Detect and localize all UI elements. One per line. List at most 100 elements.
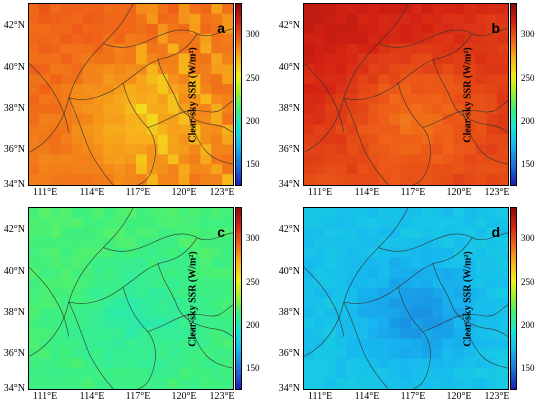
y-tick-label: 38°N — [278, 103, 300, 114]
province-boundary-line — [378, 232, 508, 252]
panel-label: b — [491, 20, 500, 36]
province-boundary-line — [122, 287, 156, 389]
colorbar-tick-label: 250 — [521, 73, 535, 83]
colorbar-tick-label: 200 — [246, 320, 260, 330]
province-boundary-line — [103, 232, 233, 252]
colorbar-tick-label: 300 — [246, 29, 260, 39]
colorbar-tick-label: 200 — [521, 320, 535, 330]
y-tick-label: 42°N — [278, 224, 300, 235]
boundary-lines — [29, 208, 233, 389]
province-boundary-line — [462, 110, 508, 165]
colorbar-title: Clear-sky SSR (W/m²) — [462, 251, 474, 347]
colorbar-title: Clear-sky SSR (W/m²) — [187, 47, 199, 143]
boundary-lines — [304, 4, 508, 185]
y-tick-label: 36°N — [278, 144, 300, 155]
boundary-lines — [304, 208, 508, 389]
x-tick-label: 111°E — [32, 391, 58, 402]
colorbar-tick-label: 250 — [246, 277, 260, 287]
map-plot-area: a — [28, 3, 234, 186]
x-tick-label: 114°E — [354, 187, 380, 198]
y-tick-label: 36°N — [3, 348, 25, 359]
province-boundary-line — [157, 262, 233, 337]
province-boundary-line — [29, 208, 134, 357]
province-boundary-line — [343, 33, 473, 100]
colorbar — [510, 207, 517, 390]
x-tick-label: 117°E — [400, 391, 426, 402]
y-tick-label: 40°N — [3, 62, 25, 73]
colorbar — [510, 3, 517, 186]
colorbar-tick-label: 150 — [521, 159, 535, 169]
panel-label: c — [217, 224, 225, 240]
x-tick-label: 120°E — [446, 187, 472, 198]
x-tick-label: 123°E — [484, 391, 510, 402]
province-boundary-line — [304, 63, 344, 133]
colorbar-tick-label: 150 — [246, 159, 260, 169]
colorbar-tick-label: 200 — [246, 116, 260, 126]
province-boundary-line — [29, 4, 134, 153]
province-boundary-line — [343, 237, 473, 304]
map-panel-c: c 42°N 40°N 38°N 36°N 34°N 111°E 114°E 1… — [0, 204, 268, 402]
y-tick-label: 34°N — [278, 383, 300, 394]
map-panel-d: d 42°N 40°N 38°N 36°N 34°N 111°E 114°E 1… — [275, 204, 543, 402]
province-boundary-line — [432, 58, 508, 133]
colorbar-tick-label: 200 — [521, 116, 535, 126]
province-boundary-line — [187, 314, 233, 369]
x-tick-label: 117°E — [400, 187, 426, 198]
province-boundary-line — [147, 100, 233, 128]
y-tick-label: 36°N — [278, 348, 300, 359]
x-tick-label: 111°E — [32, 187, 58, 198]
province-boundary-line — [68, 33, 198, 100]
province-boundary-line — [422, 304, 508, 332]
province-boundary-line — [397, 83, 431, 185]
colorbar-title: Clear-sky SSR (W/m²) — [187, 251, 199, 347]
panel-label: d — [491, 224, 500, 240]
province-boundary-line — [29, 267, 69, 337]
colorbar-tick-label: 150 — [521, 363, 535, 373]
colorbar-tick-label: 300 — [521, 29, 535, 39]
y-tick-label: 38°N — [278, 307, 300, 318]
x-tick-label: 120°E — [171, 187, 197, 198]
province-boundary-line — [304, 267, 344, 337]
map-panel-a: a 42°N 40°N 38°N 36°N 34°N 111°E 114°E 1… — [0, 0, 268, 198]
map-plot-area: b — [303, 3, 509, 186]
province-boundary-line — [304, 4, 409, 153]
province-boundary-line — [462, 314, 508, 369]
y-tick-label: 38°N — [3, 307, 25, 318]
x-tick-label: 117°E — [125, 391, 151, 402]
x-tick-label: 123°E — [209, 391, 235, 402]
colorbar — [235, 3, 242, 186]
y-tick-label: 34°N — [3, 383, 25, 394]
x-tick-label: 114°E — [79, 187, 105, 198]
colorbar-tick-label: 300 — [246, 233, 260, 243]
y-tick-label: 38°N — [3, 103, 25, 114]
x-tick-label: 120°E — [446, 391, 472, 402]
map-plot-area: d — [303, 207, 509, 390]
province-boundary-line — [103, 28, 233, 48]
x-tick-label: 114°E — [354, 391, 380, 402]
x-tick-label: 111°E — [307, 391, 333, 402]
y-tick-label: 40°N — [278, 266, 300, 277]
y-tick-label: 34°N — [278, 179, 300, 190]
province-boundary-line — [187, 110, 233, 165]
x-tick-label: 123°E — [484, 187, 510, 198]
y-tick-label: 42°N — [278, 20, 300, 31]
province-boundary-line — [157, 58, 233, 133]
colorbar-title: Clear-sky SSR (W/m²) — [462, 47, 474, 143]
y-tick-label: 36°N — [3, 144, 25, 155]
province-boundary-line — [397, 287, 431, 389]
province-boundary-line — [343, 301, 389, 389]
y-tick-label: 40°N — [3, 266, 25, 277]
province-boundary-line — [378, 28, 508, 48]
boundary-lines — [29, 4, 233, 185]
y-tick-label: 42°N — [3, 224, 25, 235]
province-boundary-line — [147, 304, 233, 332]
province-boundary-line — [68, 301, 114, 389]
colorbar-tick-label: 300 — [521, 233, 535, 243]
y-tick-label: 34°N — [3, 179, 25, 190]
x-tick-label: 117°E — [125, 187, 151, 198]
colorbar-tick-label: 250 — [246, 73, 260, 83]
province-boundary-line — [304, 208, 409, 357]
province-boundary-line — [122, 83, 156, 185]
province-boundary-line — [68, 237, 198, 304]
x-tick-label: 114°E — [79, 391, 105, 402]
